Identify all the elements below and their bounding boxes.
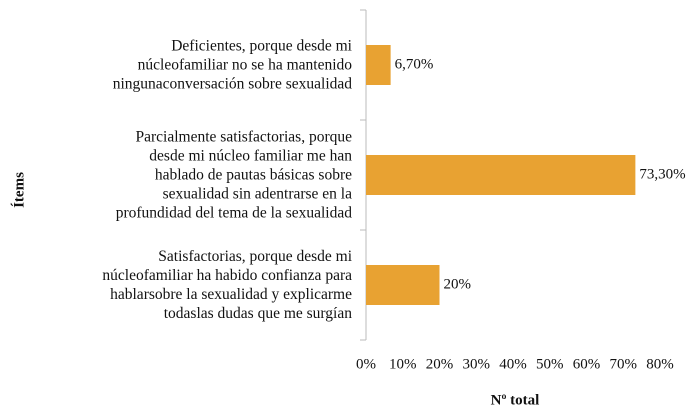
x-tick-label: 60% bbox=[573, 356, 601, 372]
x-tick-label: 40% bbox=[499, 356, 527, 372]
value-label: 73,30% bbox=[639, 166, 685, 182]
bar bbox=[366, 155, 636, 195]
value-label: 6,70% bbox=[395, 56, 434, 72]
category-label: Satisfactorias, porque desde mi núcleofa… bbox=[102, 248, 352, 322]
y-axis-label: Ítems bbox=[10, 172, 27, 208]
x-tick-label: 50% bbox=[536, 356, 564, 372]
x-tick-label: 70% bbox=[610, 356, 638, 372]
x-axis-label: Nº total bbox=[491, 392, 540, 408]
bar bbox=[366, 265, 440, 305]
category-label: Deficientes, porque desde mi núcleofamil… bbox=[112, 37, 352, 93]
x-tick-label: 80% bbox=[646, 356, 674, 372]
x-tick-label: 30% bbox=[463, 356, 491, 372]
x-tick-label: 0% bbox=[356, 356, 376, 372]
x-tick-label: 20% bbox=[426, 356, 454, 372]
x-tick-label: 10% bbox=[389, 356, 417, 372]
bar bbox=[366, 45, 391, 85]
value-label: 20% bbox=[444, 276, 472, 292]
category-label: Parcialmente satisfactorias, porque desd… bbox=[115, 128, 352, 222]
